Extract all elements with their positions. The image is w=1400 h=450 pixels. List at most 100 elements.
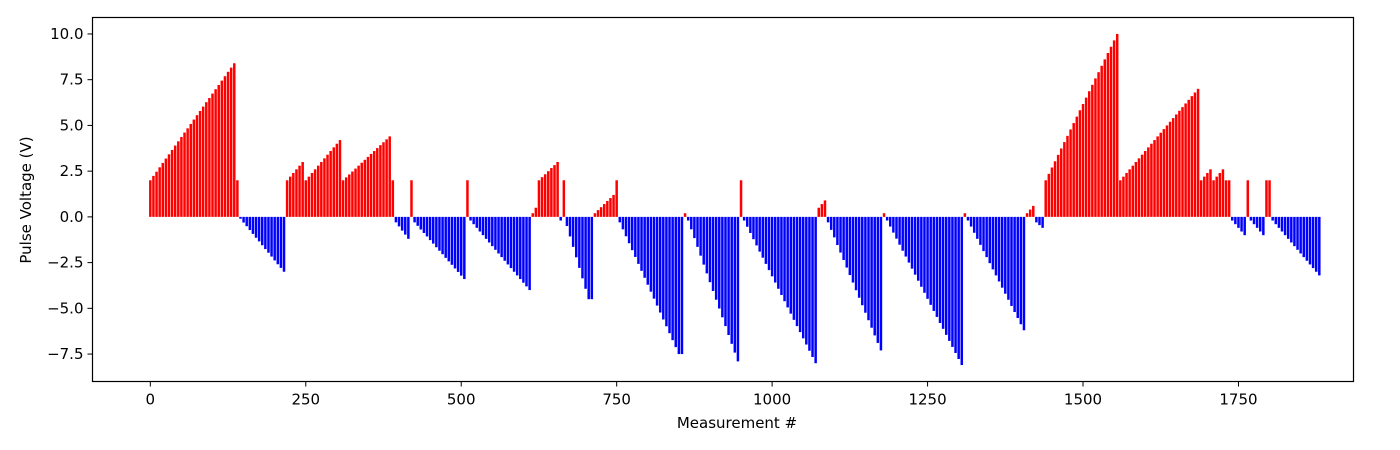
bar [854,216,858,291]
bar [416,216,419,226]
bar [1060,148,1063,217]
bar [444,216,447,258]
bar [985,216,988,258]
bar [770,216,774,277]
bar [453,216,457,269]
bar [1075,116,1079,217]
bar [1022,216,1026,331]
bar [767,216,771,271]
bar [186,128,189,217]
bar [295,169,298,217]
bar [997,216,1001,282]
bar [618,216,622,223]
bar [851,216,855,283]
bar [708,216,712,283]
bar [773,216,777,283]
bar [372,151,376,217]
bar [354,168,357,217]
bar [957,216,960,359]
bar [1293,216,1296,247]
bar [540,177,544,217]
bar [932,216,936,311]
bar [397,216,401,227]
bar [1255,216,1259,228]
bar [1302,216,1305,258]
x-tick-label: 1250 [908,391,946,409]
bar [655,216,659,306]
bar [229,67,233,217]
bar [749,216,752,233]
y-tick-label: 10.0 [50,25,83,43]
bar [1072,123,1075,217]
bar [1128,169,1131,217]
bar [379,145,382,217]
bar [326,154,329,217]
bar [1265,180,1268,217]
bar [360,162,363,217]
bar [621,216,625,230]
bar [351,171,354,217]
bar [1206,172,1209,217]
bar [547,171,550,217]
bar [500,216,503,258]
bar [525,216,528,287]
bar [428,216,432,241]
bar [550,168,553,217]
bar [1035,216,1038,223]
bar [941,216,945,329]
bar [565,216,569,227]
bar [904,216,908,257]
bar [1199,180,1203,217]
bar [1109,46,1113,217]
bar [400,216,404,231]
bar [1224,180,1228,217]
bar [761,216,765,258]
bar [1234,216,1237,225]
bar [320,162,323,217]
bar [1274,216,1278,225]
bar [1184,103,1187,217]
bar [198,110,202,217]
bar [472,216,475,225]
bar [301,162,304,217]
bar [503,216,506,261]
bar [267,216,270,253]
bar [662,216,665,320]
bar [721,216,724,318]
bar [553,165,556,217]
bar [391,180,395,217]
bar [279,216,283,268]
bar [466,180,469,217]
bar [167,154,171,217]
bar [173,145,177,217]
bar [836,216,839,246]
bar [920,216,923,287]
x-tick-label: 250 [291,391,320,409]
bar [590,216,594,300]
bar [733,216,737,353]
bar [1227,180,1231,217]
bar [543,174,547,217]
bar [926,216,929,299]
bar [388,136,391,217]
bar [522,216,525,283]
bar [1218,172,1222,217]
bar [282,216,286,272]
plot-frame [91,16,1355,383]
y-tick-label: −5.0 [47,299,83,317]
bar [584,216,587,289]
bar [1097,72,1100,217]
bar [671,216,674,341]
bar [680,216,684,355]
bar [487,216,491,243]
bar [789,216,793,314]
bar [705,216,709,274]
bar [1262,216,1265,236]
bar [1103,59,1107,217]
bar [668,216,671,334]
bar [839,216,842,253]
bar [1100,65,1103,217]
bar [1175,114,1178,217]
bar [1181,107,1184,217]
